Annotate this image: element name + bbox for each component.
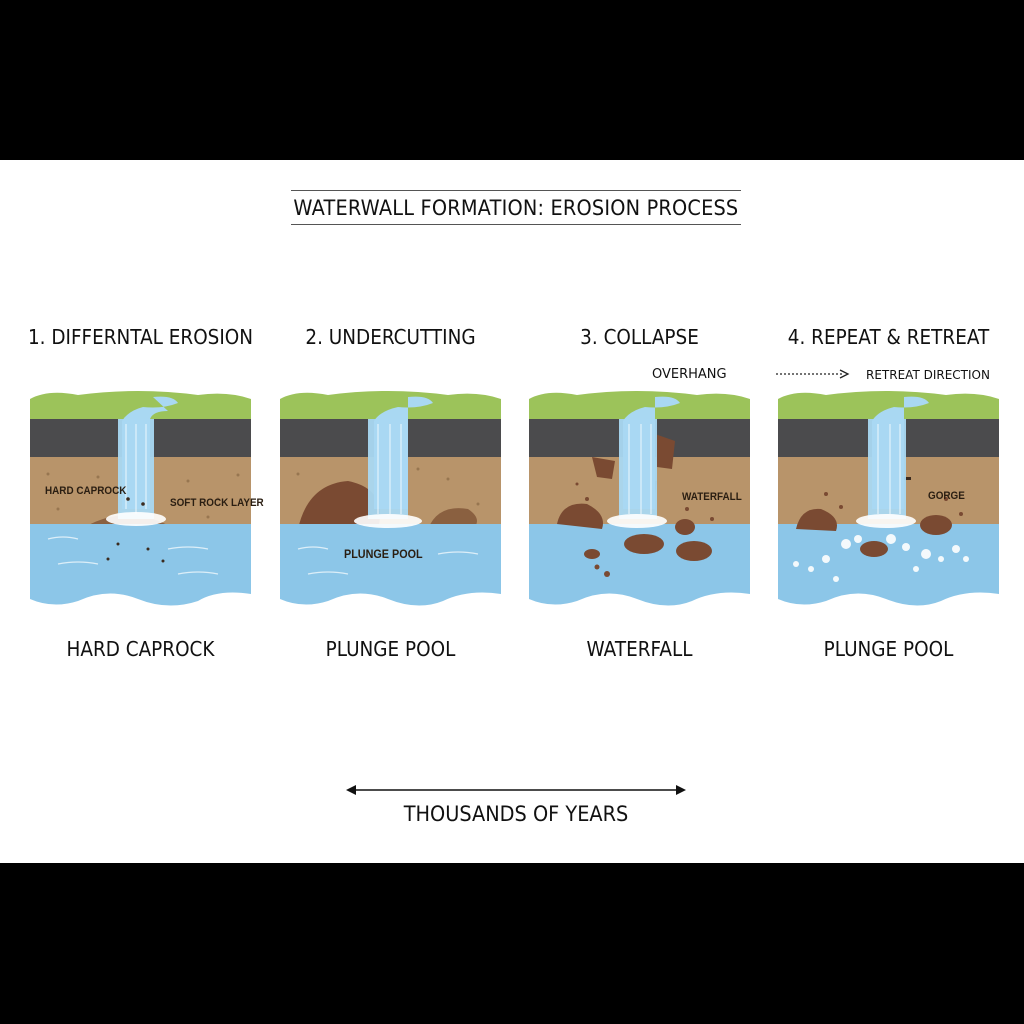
title-frame: WATERWALL FORMATION: EROSION PROCESS [291, 190, 741, 225]
step-caption-1: HARD CAPROCK [66, 637, 215, 661]
step-caption-3: WATERFALL [586, 637, 693, 661]
step-title-1: 1. DIFFERNTAL EROSION [27, 325, 254, 349]
step-title-3: 3. COLLAPSE [580, 325, 699, 349]
erosion-illustration-4 [778, 391, 999, 606]
label-overhang: OVERHANG [652, 367, 727, 382]
retreat-arrow-icon [776, 369, 850, 379]
diagram-title: WATERWALL FORMATION: EROSION PROCESS [293, 195, 739, 220]
step-panel-2: 2. UNDERCUTTING PLUNGE POOL PLUNGE POOL [268, 325, 513, 835]
diagram-canvas: WATERWALL FORMATION: EROSION PROCESS 1. … [0, 160, 1024, 863]
label-retreat-direction: RETREAT DIRECTION [866, 368, 990, 382]
label-plunge-pool: PLUNGE POOL [344, 547, 423, 561]
erosion-illustration-1 [30, 391, 251, 606]
step-caption-2: PLUNGE POOL [325, 637, 456, 661]
step-title-2: 2. UNDERCUTTING [305, 325, 476, 349]
label-hard-caprock: HARD CAPROCK [45, 485, 127, 497]
erosion-illustration-3 [529, 391, 750, 606]
step-panel-3: 3. COLLAPSE OVERHANG WATERFALL WATERFALL [517, 325, 762, 835]
label-soft-rock-layer: SOFT ROCK LAYER [170, 497, 264, 509]
step-panel-4: 4. REPEAT & RETREAT RETREAT DIRECTION GO… [766, 325, 1011, 835]
step-caption-4: PLUNGE POOL [823, 637, 954, 661]
erosion-illustration-2 [280, 391, 501, 606]
timeline-label: THOUSANDS OF YEARS [403, 802, 629, 826]
step-title-4: 4. REPEAT & RETREAT [787, 325, 990, 349]
label-waterfall: WATERFALL [682, 491, 742, 503]
label-gorge: GORGE [928, 490, 965, 502]
timeline-arrow-icon [346, 785, 686, 795]
step-panel-1: 1. DIFFERNTAL EROSION HARD CAPROCK SOFT … [18, 325, 264, 835]
